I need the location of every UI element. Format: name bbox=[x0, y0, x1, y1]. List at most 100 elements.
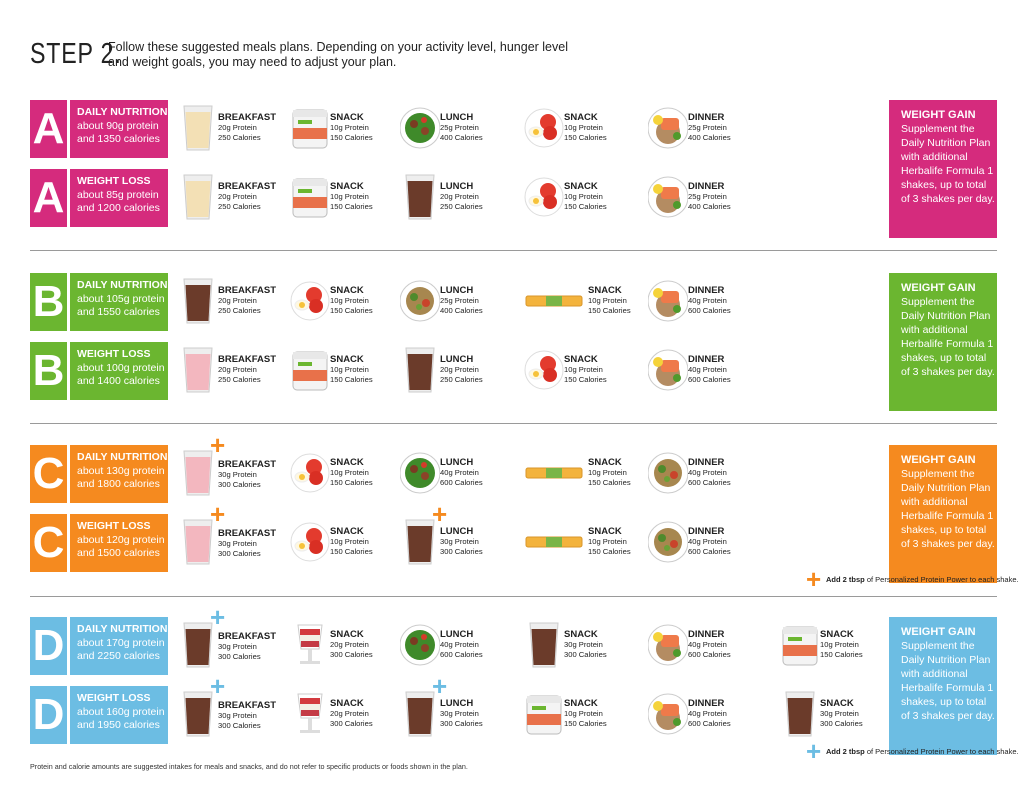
weight-gain-box: WEIGHT GAIN Supplement the Daily Nutrition… bbox=[889, 273, 997, 411]
meal-protein: 20g Protein bbox=[330, 640, 369, 649]
meal-snack: SNACK 10g Protein 150 Calories bbox=[330, 112, 408, 142]
meal-title: SNACK bbox=[564, 112, 598, 123]
meal-calories: 600 Calories bbox=[688, 477, 731, 487]
salad-image bbox=[399, 619, 441, 676]
weight-gain-line: Herbalife Formula 1 bbox=[901, 510, 994, 522]
weight-gain-line: shakes, up to total bbox=[901, 352, 987, 364]
meal-snack: SNACK 10g Protein 150 Calories bbox=[564, 112, 642, 142]
meal-title: LUNCH bbox=[440, 112, 474, 123]
canister-image bbox=[290, 171, 330, 228]
meal-breakfast: BREAKFAST 20g Protein 250 Calories bbox=[218, 354, 296, 384]
parfait-image bbox=[290, 688, 330, 745]
meal-breakfast: BREAKFAST 20g Protein 250 Calories bbox=[218, 285, 296, 315]
plus-icon: + bbox=[432, 499, 448, 529]
plan-letter-a: A bbox=[30, 169, 67, 227]
eggs-image bbox=[290, 516, 330, 573]
meal-calories: 250 Calories bbox=[218, 201, 261, 211]
weight-gain-line: Supplement the bbox=[901, 640, 975, 652]
weight-gain-line: Daily Nutrition Plan bbox=[901, 482, 991, 494]
meal-snack: SNACK 10g Protein 150 Calories bbox=[588, 526, 666, 556]
meal-title: DINNER bbox=[688, 181, 725, 192]
step-description: Follow these suggested meals plans. Depe… bbox=[108, 40, 568, 70]
meal-protein: 10g Protein bbox=[330, 468, 369, 477]
meal-title: DINNER bbox=[688, 526, 725, 537]
weight-gain-box: WEIGHT GAIN Supplement the Daily Nutrition… bbox=[889, 445, 997, 583]
meal-lunch: LUNCH 25g Protein 400 Calories bbox=[440, 112, 518, 142]
meal-title: SNACK bbox=[330, 526, 364, 537]
plan-letter-b: B bbox=[30, 273, 67, 331]
meal-protein: 25g Protein bbox=[688, 123, 727, 132]
canister-image bbox=[290, 102, 330, 159]
weight-gain-line: with additional bbox=[901, 668, 968, 680]
grain-image bbox=[647, 447, 689, 504]
meal-title: DINNER bbox=[688, 698, 725, 709]
weight-gain-box: WEIGHT GAIN Supplement the Daily Nutrition… bbox=[889, 617, 997, 755]
meal-protein: 20g Protein bbox=[218, 365, 257, 374]
plan-title: WEIGHT LOSS bbox=[77, 348, 151, 360]
meal-breakfast: BREAKFAST 30g Protein 300 Calories bbox=[218, 459, 296, 489]
meal-protein: 10g Protein bbox=[330, 123, 369, 132]
meal-title: SNACK bbox=[330, 285, 364, 296]
daily-nutrition-box: DAILY NUTRITION about 130g protein and 180… bbox=[70, 445, 168, 503]
weight-gain-line: Supplement the bbox=[901, 123, 975, 135]
salad-image bbox=[399, 102, 441, 159]
meal-calories: 150 Calories bbox=[564, 201, 607, 211]
salad-image bbox=[399, 447, 441, 504]
plus-icon: + bbox=[432, 671, 448, 701]
meal-snack: SNACK 10g Protein 150 Calories bbox=[564, 698, 642, 728]
plan-calories: and 1400 calories bbox=[77, 375, 160, 387]
meal-title: SNACK bbox=[588, 457, 622, 468]
meal-dinner: DINNER 25g Protein 400 Calories bbox=[688, 112, 766, 142]
plan-protein: about 105g protein bbox=[77, 292, 165, 305]
meal-protein: 25g Protein bbox=[440, 123, 479, 132]
plus-icon: + bbox=[210, 499, 226, 529]
meal-snack: SNACK 10g Protein 150 Calories bbox=[820, 629, 898, 659]
shake-cream-image bbox=[178, 102, 218, 159]
meal-calories: 600 Calories bbox=[688, 546, 731, 556]
plus-icon: + bbox=[210, 671, 226, 701]
meal-breakfast: BREAKFAST 20g Protein 250 Calories bbox=[218, 181, 296, 211]
shake-cream-image bbox=[178, 171, 218, 228]
meal-lunch: LUNCH 30g Protein 300 Calories bbox=[440, 526, 518, 556]
meal-breakfast: BREAKFAST 30g Protein 300 Calories bbox=[218, 528, 296, 558]
weight-loss-box: WEIGHT LOSS about 160g protein and 1950 ca… bbox=[70, 686, 168, 744]
meal-title: DINNER bbox=[688, 112, 725, 123]
meal-title: BREAKFAST bbox=[218, 631, 277, 642]
weight-gain-title: WEIGHT GAIN bbox=[901, 626, 976, 638]
meal-calories: 150 Calories bbox=[588, 546, 631, 556]
shake-choc-image bbox=[400, 171, 440, 228]
meal-title: LUNCH bbox=[440, 354, 474, 365]
meal-protein: 30g Protein bbox=[564, 640, 603, 649]
meal-snack: SNACK 10g Protein 150 Calories bbox=[564, 181, 642, 211]
meal-dinner: DINNER 40g Protein 600 Calories bbox=[688, 698, 766, 728]
eggs-image bbox=[524, 344, 564, 401]
parfait-image bbox=[290, 619, 330, 676]
plan-calories: and 1350 calories bbox=[77, 133, 160, 145]
section-divider bbox=[30, 423, 997, 424]
shake-pink-image bbox=[178, 516, 218, 573]
meal-dinner: DINNER 40g Protein 600 Calories bbox=[688, 285, 766, 315]
meal-snack: SNACK 10g Protein 150 Calories bbox=[330, 285, 408, 315]
section-divider bbox=[30, 250, 997, 251]
meal-protein: 40g Protein bbox=[688, 640, 727, 649]
meal-protein: 25g Protein bbox=[440, 296, 479, 305]
meal-protein: 30g Protein bbox=[218, 711, 257, 720]
weight-gain-line: Daily Nutrition Plan bbox=[901, 137, 991, 149]
weight-loss-box: WEIGHT LOSS about 120g protein and 1500 ca… bbox=[70, 514, 168, 572]
meal-title: BREAKFAST bbox=[218, 181, 277, 192]
meal-title: SNACK bbox=[564, 629, 598, 640]
meal-calories: 250 Calories bbox=[218, 305, 261, 315]
meal-calories: 300 Calories bbox=[440, 546, 483, 556]
meal-protein: 30g Protein bbox=[218, 642, 257, 651]
meal-snack: SNACK 30g Protein 300 Calories bbox=[564, 629, 642, 659]
weight-gain-line: Daily Nutrition Plan bbox=[901, 310, 991, 322]
meal-protein: 10g Protein bbox=[564, 192, 603, 201]
meal-title: BREAKFAST bbox=[218, 285, 277, 296]
meal-protein: 20g Protein bbox=[218, 296, 257, 305]
meal-calories: 250 Calories bbox=[218, 132, 261, 142]
meal-dinner: DINNER 40g Protein 600 Calories bbox=[688, 629, 766, 659]
weight-gain-title: WEIGHT GAIN bbox=[901, 109, 976, 121]
meal-lunch: LUNCH 20g Protein 250 Calories bbox=[440, 354, 518, 384]
meal-calories: 150 Calories bbox=[330, 374, 373, 384]
meal-calories: 300 Calories bbox=[440, 718, 483, 728]
